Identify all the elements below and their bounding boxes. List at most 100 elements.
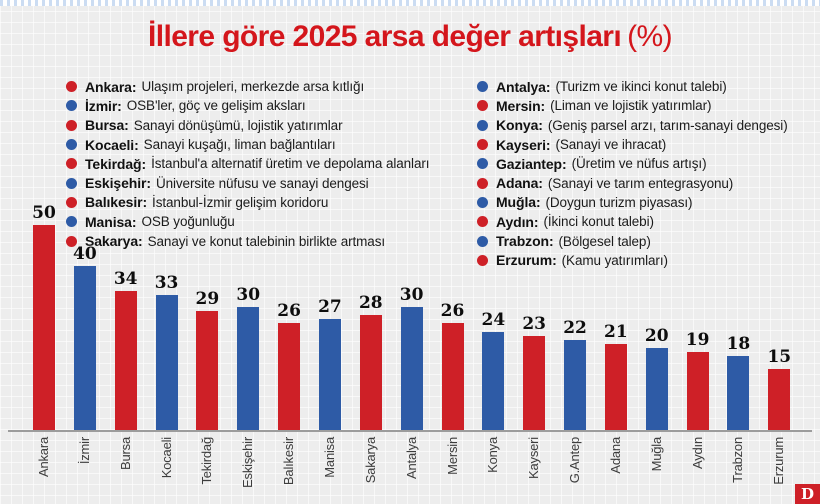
- bar-value-label: 24: [481, 310, 506, 330]
- legend-item: Erzurum: (Kamu yatırımları): [477, 251, 788, 270]
- legend-city-description: (Liman ve lojistik yatırımlar): [550, 98, 712, 114]
- legend-bullet-icon: [477, 81, 488, 93]
- bar-value-label: 21: [604, 322, 628, 342]
- legend-city-description: İstanbul'a alternatif üretim ve depolama…: [151, 156, 430, 172]
- legend-bullet-icon: [66, 196, 77, 208]
- legend-bullet-icon: [477, 235, 488, 247]
- legend-bullet-icon: [477, 139, 488, 151]
- legend-city-name: Ankara:: [85, 78, 137, 95]
- legend-city-description: (Geniş parsel arzı, tarım-sanayi dengesi…: [547, 117, 788, 133]
- bar: [768, 369, 791, 430]
- bar-value-label: 18: [726, 334, 751, 354]
- legend-item: İzmir: OSB'ler, göç ve gelişim aksları: [66, 96, 429, 115]
- x-axis-category-label: G.Antep: [567, 437, 583, 484]
- legend-bullet-icon: [66, 177, 77, 189]
- bar: [278, 323, 301, 430]
- legend-city-description: (Bölgesel talep): [558, 233, 651, 249]
- x-axis-category-label: Tekirdağ: [199, 437, 215, 485]
- bar: [400, 307, 423, 430]
- bar-value-label: 20: [644, 326, 669, 346]
- legend-bullet-icon: [66, 81, 77, 93]
- bar-value-label: 26: [440, 301, 465, 321]
- legend-bullet-icon: [66, 216, 77, 228]
- bar: [604, 344, 627, 430]
- legend-bullet-icon: [477, 119, 488, 131]
- legend-city-name: Mersin:: [496, 97, 546, 114]
- legend-bullet-icon: [477, 196, 488, 208]
- x-axis-category-label: Kocaeli: [158, 437, 174, 479]
- legend-item: Adana: (Sanayi ve tarım entegrasyonu): [477, 173, 788, 192]
- legend-bullet-icon: [477, 254, 488, 266]
- bar: [114, 291, 137, 430]
- legend-city-name: Gaziantep:: [496, 155, 567, 172]
- bar: [237, 307, 260, 430]
- page-title-suffix: (%): [627, 20, 672, 53]
- legend-city-name: Muğla:: [496, 194, 541, 211]
- bar: [523, 336, 546, 430]
- bar-value-label: 30: [399, 285, 424, 305]
- legend-bullet-icon: [477, 158, 488, 170]
- legend-city-description: Ulaşım projeleri, merkezde arsa kıtlığı: [141, 79, 365, 95]
- legend-city-description: (Kamu yatırımları): [561, 252, 668, 268]
- legend-city-name: Trabzon:: [496, 233, 554, 250]
- bar-value-label: 26: [277, 301, 301, 321]
- legend-bullet-icon: [477, 100, 488, 112]
- bar-value-label: 28: [358, 293, 383, 313]
- legend-city-description: Üniversite nüfusu ve sanayi dengesi: [155, 175, 369, 191]
- legend-city-name: Bursa:: [85, 117, 129, 134]
- x-axis-category-label: Bursa: [117, 437, 133, 470]
- legend-city-description: Sanayi dönüşümü, lojistik yatırımlar: [133, 117, 343, 133]
- x-axis-category-label: Adana: [607, 437, 623, 474]
- legend-item: Manisa: OSB yoğunluğu: [66, 212, 429, 231]
- legend-city-name: Sakarya:: [85, 233, 143, 250]
- page-title-main: İllere göre 2025 arsa değer artışları: [148, 20, 622, 53]
- bar-value-label: 19: [685, 330, 710, 350]
- x-axis-category-label: Kayseri: [526, 437, 542, 479]
- legend-city-description: Sanayi kuşağı, liman bağlantıları: [143, 137, 336, 153]
- legend-city-name: İzmir:: [85, 97, 122, 114]
- bar: [155, 295, 178, 430]
- legend-left-column: Ankara: Ulaşım projeleri, merkezde arsa k…: [66, 77, 430, 251]
- bar: [33, 225, 55, 430]
- legend-city-name: Balıkesir:: [85, 194, 148, 211]
- legend-city-name: Kayseri:: [496, 136, 551, 153]
- legend-bullet-icon: [66, 119, 77, 131]
- legend-item: Sakarya: Sanayi ve konut talebinin birlik…: [66, 231, 429, 250]
- bar: [196, 311, 219, 430]
- bar: [441, 323, 464, 430]
- legend-item: Mersin: (Liman ve lojistik yatırımlar): [477, 96, 788, 115]
- bar-value-label: 15: [767, 347, 792, 367]
- legend-city-name: Kocaeli:: [85, 136, 139, 153]
- x-axis-category-label: Ankara: [36, 437, 51, 477]
- legend-item: Antalya: (Turizm ve ikinci konut talebi): [477, 77, 788, 96]
- x-axis-category-label: Erzurum: [771, 437, 787, 485]
- legend-item: Gaziantep: (Üretim ve nüfus artışı): [477, 154, 788, 173]
- legend-right-column: Antalya: (Turizm ve ikinci konut talebi) M…: [477, 77, 788, 270]
- x-axis-category-label: Trabzon: [730, 437, 746, 483]
- bar: [73, 266, 96, 430]
- x-axis-line: [8, 430, 812, 432]
- legend-item: Bursa: Sanayi dönüşümü, lojistik yatırıml…: [66, 116, 429, 135]
- legend-city-description: (İkinci konut talebi): [543, 214, 654, 230]
- legend-city-description: (Sanayi ve ihracat): [555, 137, 667, 153]
- legend-bullet-icon: [66, 139, 77, 151]
- bar: [645, 348, 668, 430]
- bar-value-label: 30: [236, 285, 261, 305]
- legend-item: Kocaeli: Sanayi kuşağı, liman bağlantılar…: [66, 135, 429, 154]
- x-axis-category-label: Muğla: [648, 437, 664, 472]
- bar-value-label: 29: [195, 289, 220, 309]
- bar-value-label: 23: [522, 314, 547, 334]
- bar: [318, 319, 341, 430]
- x-axis-category-label: Manisa: [321, 437, 337, 478]
- x-axis-category-label: Sakarya: [362, 437, 378, 484]
- bar-value-label: 27: [318, 297, 342, 317]
- bar-value-label: 33: [154, 273, 179, 293]
- legend-city-description: OSB yoğunluğu: [141, 214, 235, 230]
- legend-city-description: (Sanayi ve tarım entegrasyonu): [547, 175, 734, 191]
- page-title: İllere göre 2025 arsa değer artışları (%): [0, 20, 820, 54]
- legend-city-description: İstanbul-İzmir gelişim koridoru: [152, 194, 329, 210]
- legend-city-description: (Turizm ve ikinci konut talebi): [555, 79, 727, 95]
- legend-city-description: (Doygun turizm piyasası): [545, 194, 693, 210]
- legend-item: Ankara: Ulaşım projeleri, merkezde arsa k…: [66, 77, 429, 96]
- legend-city-name: Eskişehir:: [85, 175, 151, 192]
